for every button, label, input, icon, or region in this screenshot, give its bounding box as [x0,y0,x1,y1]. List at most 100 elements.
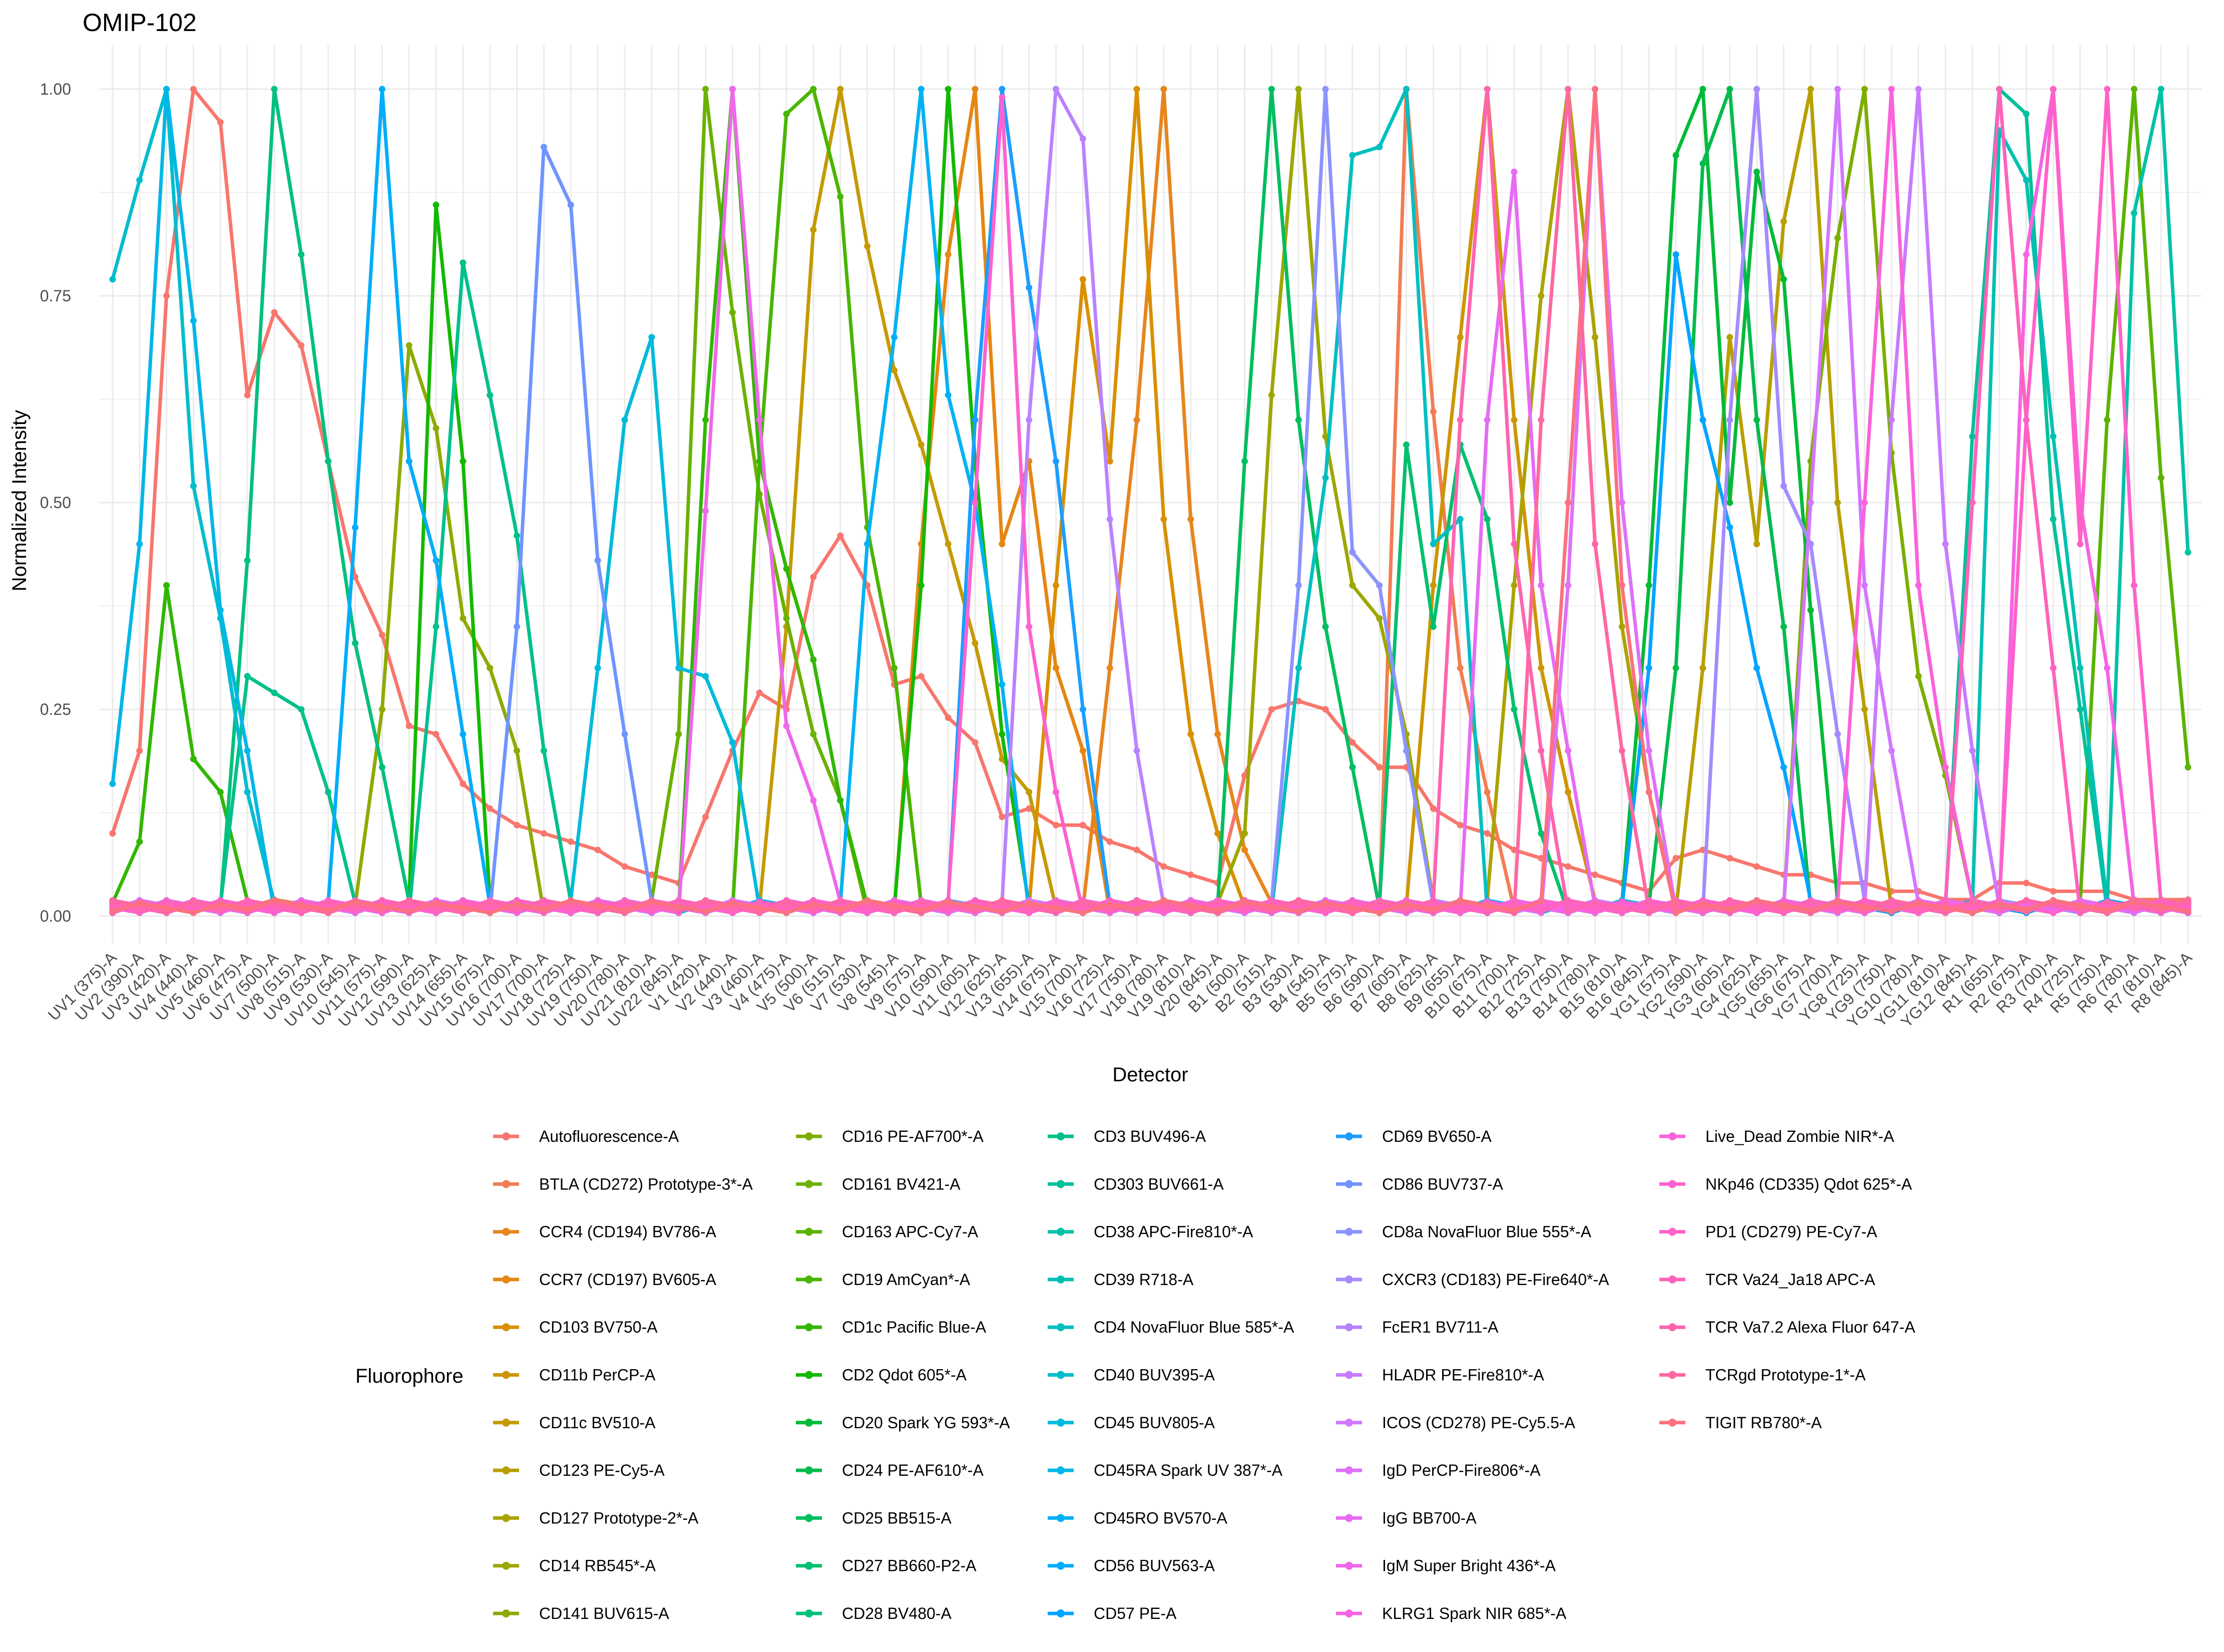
data-point [999,681,1006,688]
data-point [1565,908,1572,915]
data-point [460,904,467,911]
data-point [460,259,467,266]
data-point [1457,897,1464,904]
data-point [2157,903,2164,910]
data-point [756,417,763,424]
data-point [1430,897,1437,904]
data-point [1241,898,1248,905]
data-point [2184,549,2191,556]
data-point [136,177,143,184]
data-point [136,900,143,907]
legend-key-point [502,1132,510,1140]
data-point [325,898,332,905]
data-point [378,764,385,771]
data-point [1753,86,1760,93]
grid [99,45,2201,944]
data-point [540,906,547,913]
data-point [972,897,979,904]
data-point [1133,747,1140,754]
data-point [1295,417,1302,424]
data-point [1565,582,1572,589]
legend-key-point [1345,1227,1353,1236]
data-point [837,193,844,200]
legend-key-point [1668,1418,1676,1427]
legend-key-point [502,1561,510,1570]
legend-key-point [1057,1561,1065,1570]
legend-label: BTLA (CD272) Prototype-3*-A [539,1175,753,1193]
data-point [1026,417,1033,424]
data-point [1672,909,1679,916]
data-point [2157,474,2164,481]
legend-key-point [805,1371,813,1379]
data-point [783,615,790,622]
data-point [864,243,871,250]
data-point [352,640,359,647]
data-point [432,900,439,907]
data-point [2023,177,2030,184]
legend-label: CD25 BB515-A [842,1509,952,1527]
data-point [756,904,763,911]
data-point [702,673,709,680]
data-point [702,813,709,820]
data-point [1672,251,1679,258]
data-point [1026,805,1033,812]
data-point [1618,499,1625,506]
data-point [918,441,925,448]
data-point [1214,731,1221,738]
data-point [972,499,979,506]
data-point [163,292,170,299]
data-point [2023,251,2030,258]
series-line [111,87,2188,902]
legend-label: CD16 PE-AF700*-A [842,1127,984,1145]
data-point [1726,417,1733,424]
data-point [1026,623,1033,630]
data-point [1053,86,1060,93]
data-point [1672,664,1679,671]
data-point [1268,86,1275,93]
data-point [1726,334,1733,341]
data-point [1268,903,1275,910]
data-point [217,119,224,126]
data-point [378,631,385,638]
data-point [136,747,143,754]
legend-key-point [502,1418,510,1427]
data-point [1861,499,1868,506]
data-point [1538,417,1545,424]
data-point [1430,805,1437,812]
data-point [1807,86,1814,93]
data-point [1241,772,1248,779]
legend-label: TCRgd Prototype-1*-A [1705,1366,1866,1384]
data-point [1079,898,1086,905]
data-point [136,541,143,548]
data-point [2104,907,2111,914]
data-point [1106,901,1113,908]
legend-label: CD163 APC-Cy7-A [842,1223,979,1241]
data-point [460,458,467,465]
data-point [2104,86,2111,93]
data-point [1672,855,1679,862]
data-point [487,805,494,812]
data-point [1160,897,1167,904]
data-point [2104,898,2111,905]
data-point [999,897,1006,904]
data-point [2130,582,2137,589]
data-point [1511,706,1518,713]
data-point [702,86,709,93]
data-point [1295,664,1302,671]
data-point [217,788,224,795]
data-point [837,897,844,904]
data-point [1538,747,1545,754]
data-point [325,458,332,465]
data-point [1565,747,1572,754]
legend-label: CD19 AmCyan*-A [842,1271,971,1289]
data-point [1834,898,1841,905]
data-point [1457,417,1464,424]
data-point [2050,909,2057,916]
legend-label: FcER1 BV711-A [1382,1318,1499,1336]
data-point [1942,904,1949,911]
data-point [1079,821,1086,829]
data-point [1053,904,1060,911]
data-point [756,458,763,465]
data-point [432,557,439,564]
data-point [487,909,494,916]
